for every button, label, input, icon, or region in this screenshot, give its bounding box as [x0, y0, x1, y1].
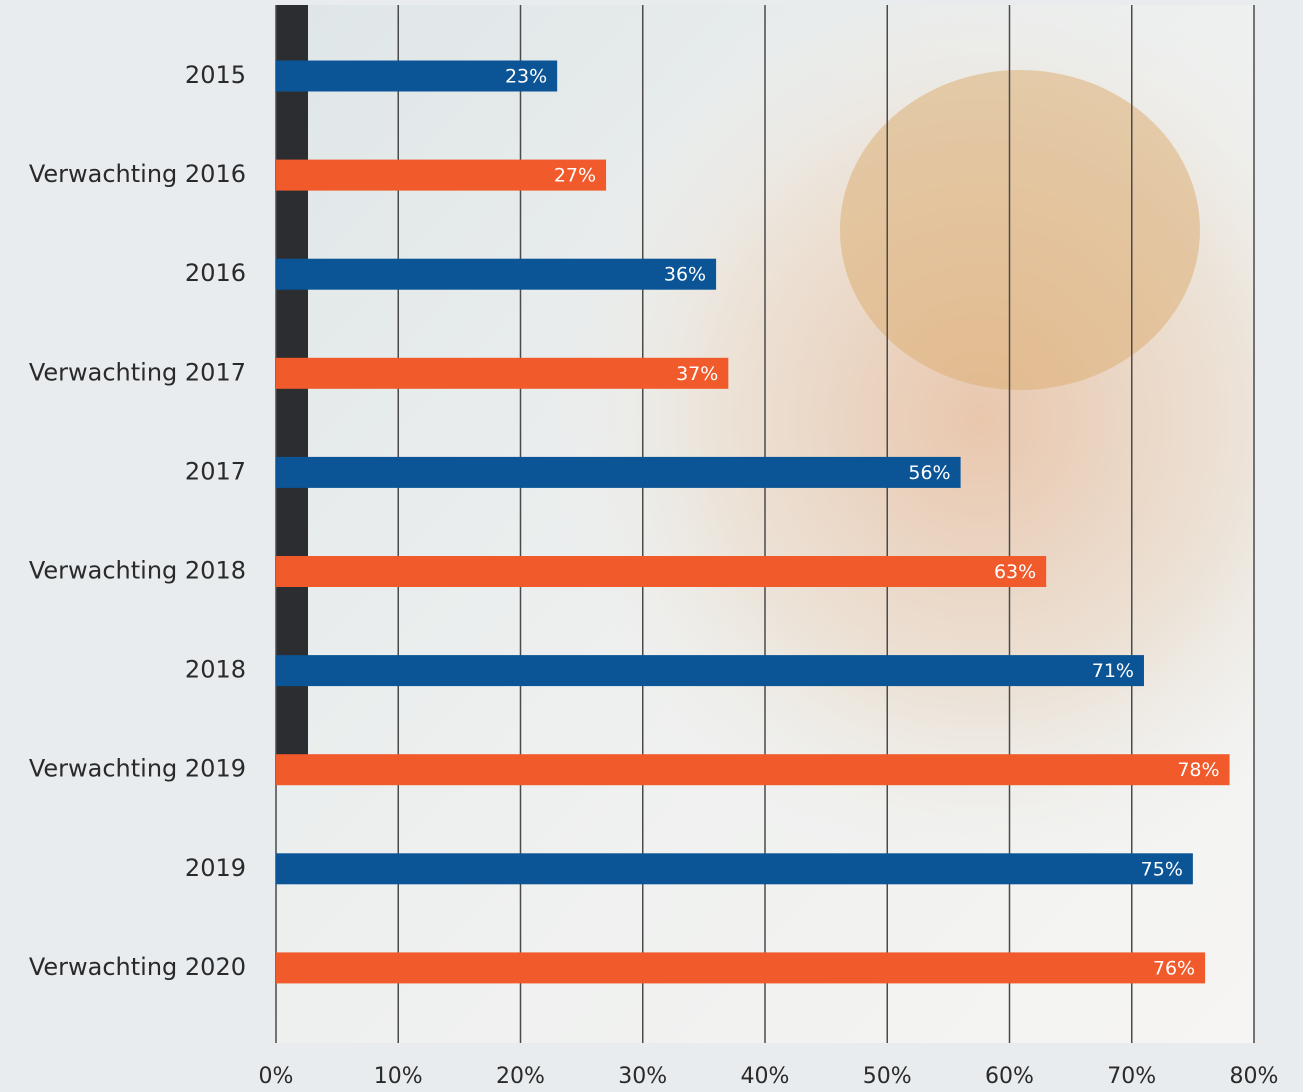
y-tick-label: 2017	[185, 457, 246, 485]
bar	[276, 358, 728, 389]
y-tick-label: 2019	[185, 854, 246, 882]
bar	[276, 952, 1205, 983]
value-label: 63%	[994, 561, 1036, 583]
x-tick-label: 60%	[985, 1064, 1034, 1089]
y-tick-label: 2018	[185, 656, 246, 684]
bar	[276, 457, 961, 488]
y-tick-label: Verwachting 2017	[29, 358, 246, 386]
bar	[276, 655, 1144, 686]
value-label: 71%	[1092, 660, 1134, 682]
x-tick-label: 50%	[863, 1064, 912, 1089]
x-tick-label: 30%	[618, 1064, 667, 1089]
y-tick-label: Verwachting 2018	[29, 557, 246, 585]
bar	[276, 556, 1046, 587]
x-tick-label: 0%	[259, 1064, 294, 1089]
value-label: 27%	[554, 165, 596, 187]
value-label: 76%	[1153, 957, 1195, 979]
photo-hair	[840, 70, 1200, 390]
value-label: 37%	[676, 363, 718, 385]
value-label: 36%	[664, 264, 706, 286]
x-tick-label: 70%	[1107, 1064, 1156, 1089]
x-tick-label: 10%	[374, 1064, 423, 1089]
x-tick-label: 80%	[1230, 1064, 1279, 1089]
y-tick-label: 2016	[185, 259, 246, 287]
value-label: 75%	[1141, 858, 1183, 880]
y-tick-label: Verwachting 2020	[29, 953, 246, 981]
y-tick-label: Verwachting 2016	[29, 160, 246, 188]
x-tick-label: 40%	[741, 1064, 790, 1089]
value-label: 56%	[908, 462, 950, 484]
value-label: 23%	[505, 66, 547, 88]
y-tick-label: 2015	[185, 61, 246, 89]
bar	[276, 754, 1230, 785]
x-tick-label: 20%	[496, 1064, 545, 1089]
bar	[276, 259, 716, 290]
chart: 0% 10% 20% 30% 40% 50% 60% 70% 80% 2015 23% Verwach…	[0, 0, 1303, 1092]
bar	[276, 853, 1193, 884]
y-tick-label: Verwachting 2019	[29, 755, 246, 783]
value-label: 78%	[1177, 759, 1219, 781]
